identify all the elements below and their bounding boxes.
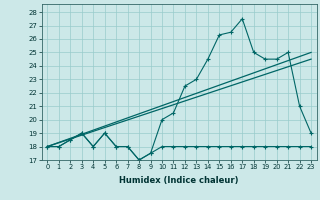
X-axis label: Humidex (Indice chaleur): Humidex (Indice chaleur) <box>119 176 239 185</box>
